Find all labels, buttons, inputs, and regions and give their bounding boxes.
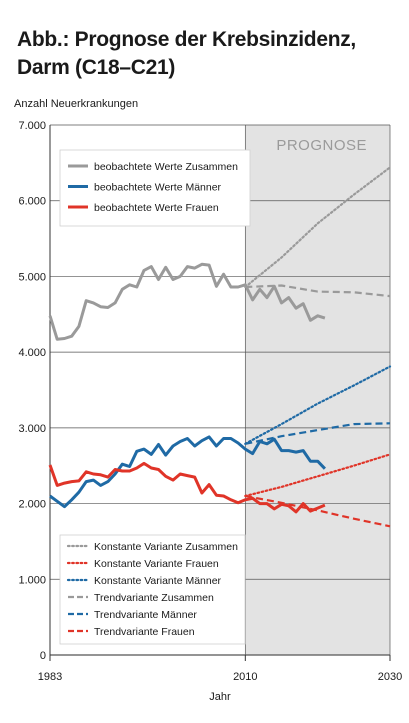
legend-observed-label: beobachtete Werte Männer xyxy=(94,182,222,194)
legend-prognosis-label: Trendvariante Zusammen xyxy=(94,592,214,604)
y-tick-label: 6.000 xyxy=(18,196,46,208)
x-tick-label: 2030 xyxy=(378,671,402,683)
chart-title: Abb.: Prognose der Krebsinzidenz, Darm (… xyxy=(17,26,397,82)
series-beobachtete-werte-zusammen xyxy=(48,262,326,341)
prognosis-region xyxy=(245,125,390,655)
series-beobachtete-werte-frauen xyxy=(48,461,326,514)
chart-title-line-2: Darm (C18–C21) xyxy=(17,56,176,79)
legend-prognosis-label: Trendvariante Männer xyxy=(94,609,197,621)
x-axis-label: Jahr xyxy=(209,691,231,703)
y-tick-label: 3.000 xyxy=(18,423,46,435)
legend-observed-label: beobachtete Werte Zusammen xyxy=(94,161,238,173)
y-tick-label: 0 xyxy=(40,650,46,662)
y-tick-label: 5.000 xyxy=(18,271,46,283)
series-konstante-variante-frauen xyxy=(244,453,392,498)
y-tick-label: 1.000 xyxy=(18,574,46,586)
series-trendvariante-m-nner xyxy=(245,422,391,445)
series-trendvariante-zusammen xyxy=(245,284,391,298)
chart-title-line-1: Abb.: Prognose der Krebsinzidenz, xyxy=(17,28,356,51)
legend-prognosis-label: Konstante Variante Frauen xyxy=(94,558,219,570)
legend-observed-box xyxy=(59,149,251,227)
x-tick-label: 1983 xyxy=(38,671,62,683)
series-konstante-variante-m-nner xyxy=(244,365,392,445)
y-tick-label: 7.000 xyxy=(18,120,46,132)
x-tick-label: 2010 xyxy=(233,671,257,683)
y-tick-label: 4.000 xyxy=(18,347,46,359)
legend-prognosis-label: Trendvariante Frauen xyxy=(94,626,195,638)
legend-prognosis-box xyxy=(59,534,246,645)
series-konstante-variante-zusammen xyxy=(244,166,392,289)
y-tick-label: 2.000 xyxy=(18,499,46,511)
legend-prognosis-label: Konstante Variante Zusammen xyxy=(94,541,238,553)
legend-prognosis-label: Konstante Variante Männer xyxy=(94,575,222,587)
series-trendvariante-frauen xyxy=(245,494,391,528)
y-axis-label: Anzahl Neuerkrankungen xyxy=(14,98,138,110)
series-beobachtete-werte-m-nner xyxy=(49,435,326,509)
legend-observed-label: beobachtete Werte Frauen xyxy=(94,202,219,214)
prognosis-label: PROGNOSE xyxy=(276,137,367,154)
